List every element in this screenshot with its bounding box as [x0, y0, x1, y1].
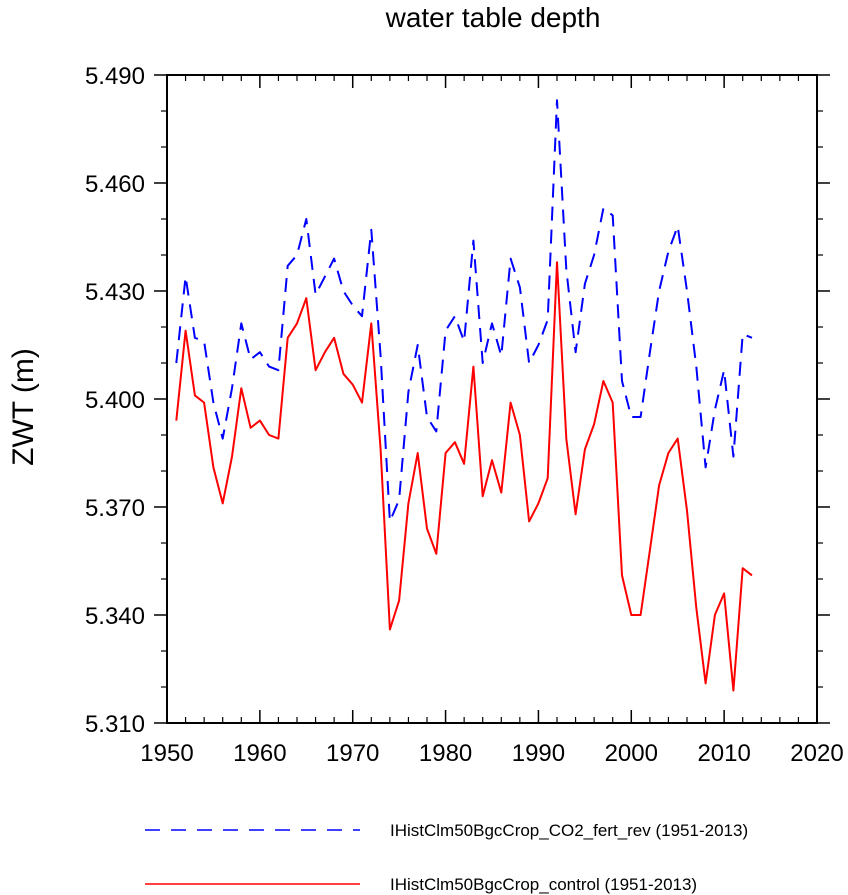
- y-axis-label: ZWT (m): [7, 348, 40, 466]
- series-line-0: [175, 99, 753, 523]
- plot-area: 1950 1960 1970 1980 1990 2000 2010 2020 5.310 5.3…: [85, 63, 844, 767]
- y-tick-label: 5.310: [85, 711, 145, 738]
- x-tick-label: 1950: [140, 740, 193, 767]
- x-tick-label: 1990: [512, 740, 565, 767]
- y-tick-label: 5.490: [85, 63, 145, 90]
- x-tick-label: 2020: [790, 740, 843, 767]
- y-tick-label: 5.460: [85, 171, 145, 198]
- x-tick-label: 2000: [605, 740, 658, 767]
- legend-label-0: IHistClm50BgcCrop_CO2_fert_rev (1951-201…: [390, 821, 748, 840]
- plot-frame: [166, 74, 818, 724]
- x-tick-label: 1960: [233, 740, 286, 767]
- x-tick-label: 1970: [326, 740, 379, 767]
- series-line-1: [175, 261, 753, 692]
- legend: IHistClm50BgcCrop_CO2_fert_rev (1951-201…: [145, 821, 748, 894]
- y-tick-label: 5.400: [85, 387, 145, 414]
- y-tick-label: 5.370: [85, 495, 145, 522]
- legend-label-1: IHistClm50BgcCrop_control (1951-2013): [390, 875, 697, 894]
- chart-title: water table depth: [385, 2, 601, 33]
- y-tick-label: 5.340: [85, 603, 145, 630]
- y-tick-label: 5.430: [85, 279, 145, 306]
- x-tick-label: 2010: [697, 740, 750, 767]
- x-tick-label: 1980: [419, 740, 472, 767]
